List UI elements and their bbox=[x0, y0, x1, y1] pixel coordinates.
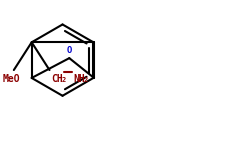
Text: 2: 2 bbox=[83, 77, 87, 83]
Text: MeO: MeO bbox=[3, 74, 21, 84]
Text: NH: NH bbox=[73, 74, 85, 84]
Text: 2: 2 bbox=[61, 77, 66, 83]
Text: CH: CH bbox=[51, 74, 63, 84]
Text: O: O bbox=[67, 46, 72, 55]
